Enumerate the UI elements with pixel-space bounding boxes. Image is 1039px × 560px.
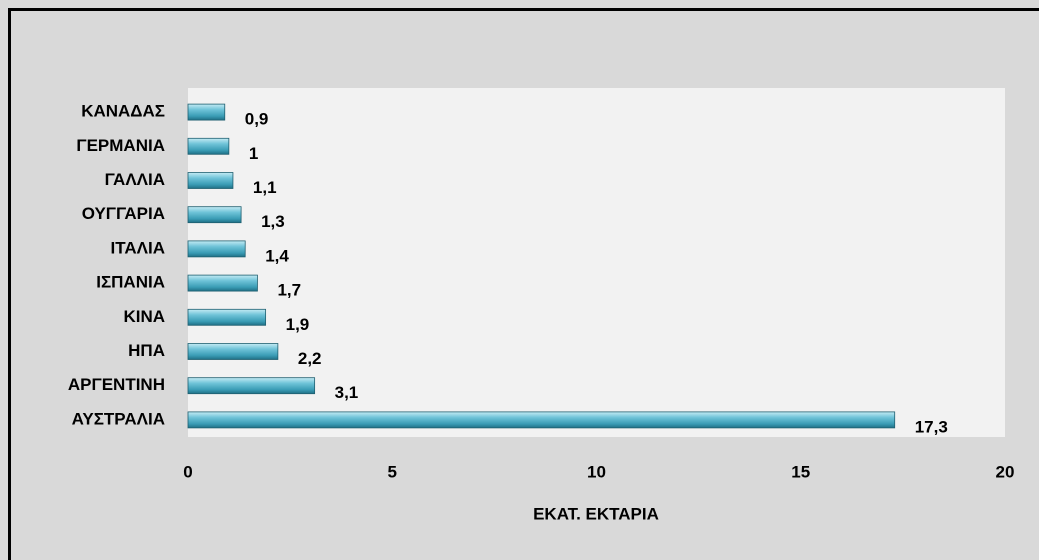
bar	[187, 240, 246, 258]
data-label: 2,2	[298, 349, 322, 368]
x-tick-label: 15	[791, 462, 810, 481]
data-label: 1,1	[253, 178, 277, 197]
bar	[187, 343, 279, 360]
bar	[187, 103, 226, 121]
y-tick-label: ΙΤΑΛΙΑ	[111, 238, 165, 257]
y-tick-label: ΙΣΠΑΝΙΑ	[96, 273, 165, 292]
bar	[187, 172, 234, 189]
plot-area	[188, 88, 1005, 437]
x-axis-title: ΕΚΑΤ. ΕΚΤΑΡΙΑ	[533, 504, 659, 523]
y-tick-label: ΗΠΑ	[128, 341, 165, 360]
chart-border	[8, 8, 1039, 560]
data-label: 1,9	[286, 315, 310, 334]
x-tick-label: 10	[587, 462, 606, 481]
y-tick-label: ΟΥΓΓΑΡΙΑ	[82, 204, 165, 223]
data-label: 3,1	[335, 383, 359, 402]
y-tick-label: ΓΑΛΛΙΑ	[105, 170, 165, 189]
y-tick-label: ΑΡΓΕΝΤΙΝΗ	[68, 375, 165, 394]
y-tick-label: ΓΕΡΜΑΝΙΑ	[76, 136, 165, 155]
x-tick-label: 5	[388, 462, 397, 481]
data-label: 1,3	[261, 212, 285, 231]
data-label: 0,9	[245, 110, 269, 129]
bar	[187, 411, 896, 429]
bar	[187, 206, 242, 224]
data-label: 1,4	[265, 246, 289, 265]
y-tick-label: ΑΥΣΤΡΑΛΙΑ	[72, 409, 165, 428]
x-tick-label: 20	[996, 462, 1015, 481]
data-label: 17,3	[915, 417, 948, 436]
bar	[187, 274, 258, 292]
bar	[187, 377, 316, 395]
y-tick-label: ΚΑΝΑΔΑΣ	[81, 102, 165, 121]
bar	[187, 308, 267, 326]
y-tick-label: ΚΙΝΑ	[123, 307, 165, 326]
bar	[187, 137, 230, 155]
data-label: 1,7	[277, 281, 301, 300]
x-tick-label: 0	[183, 462, 192, 481]
data-label: 1	[249, 144, 258, 163]
